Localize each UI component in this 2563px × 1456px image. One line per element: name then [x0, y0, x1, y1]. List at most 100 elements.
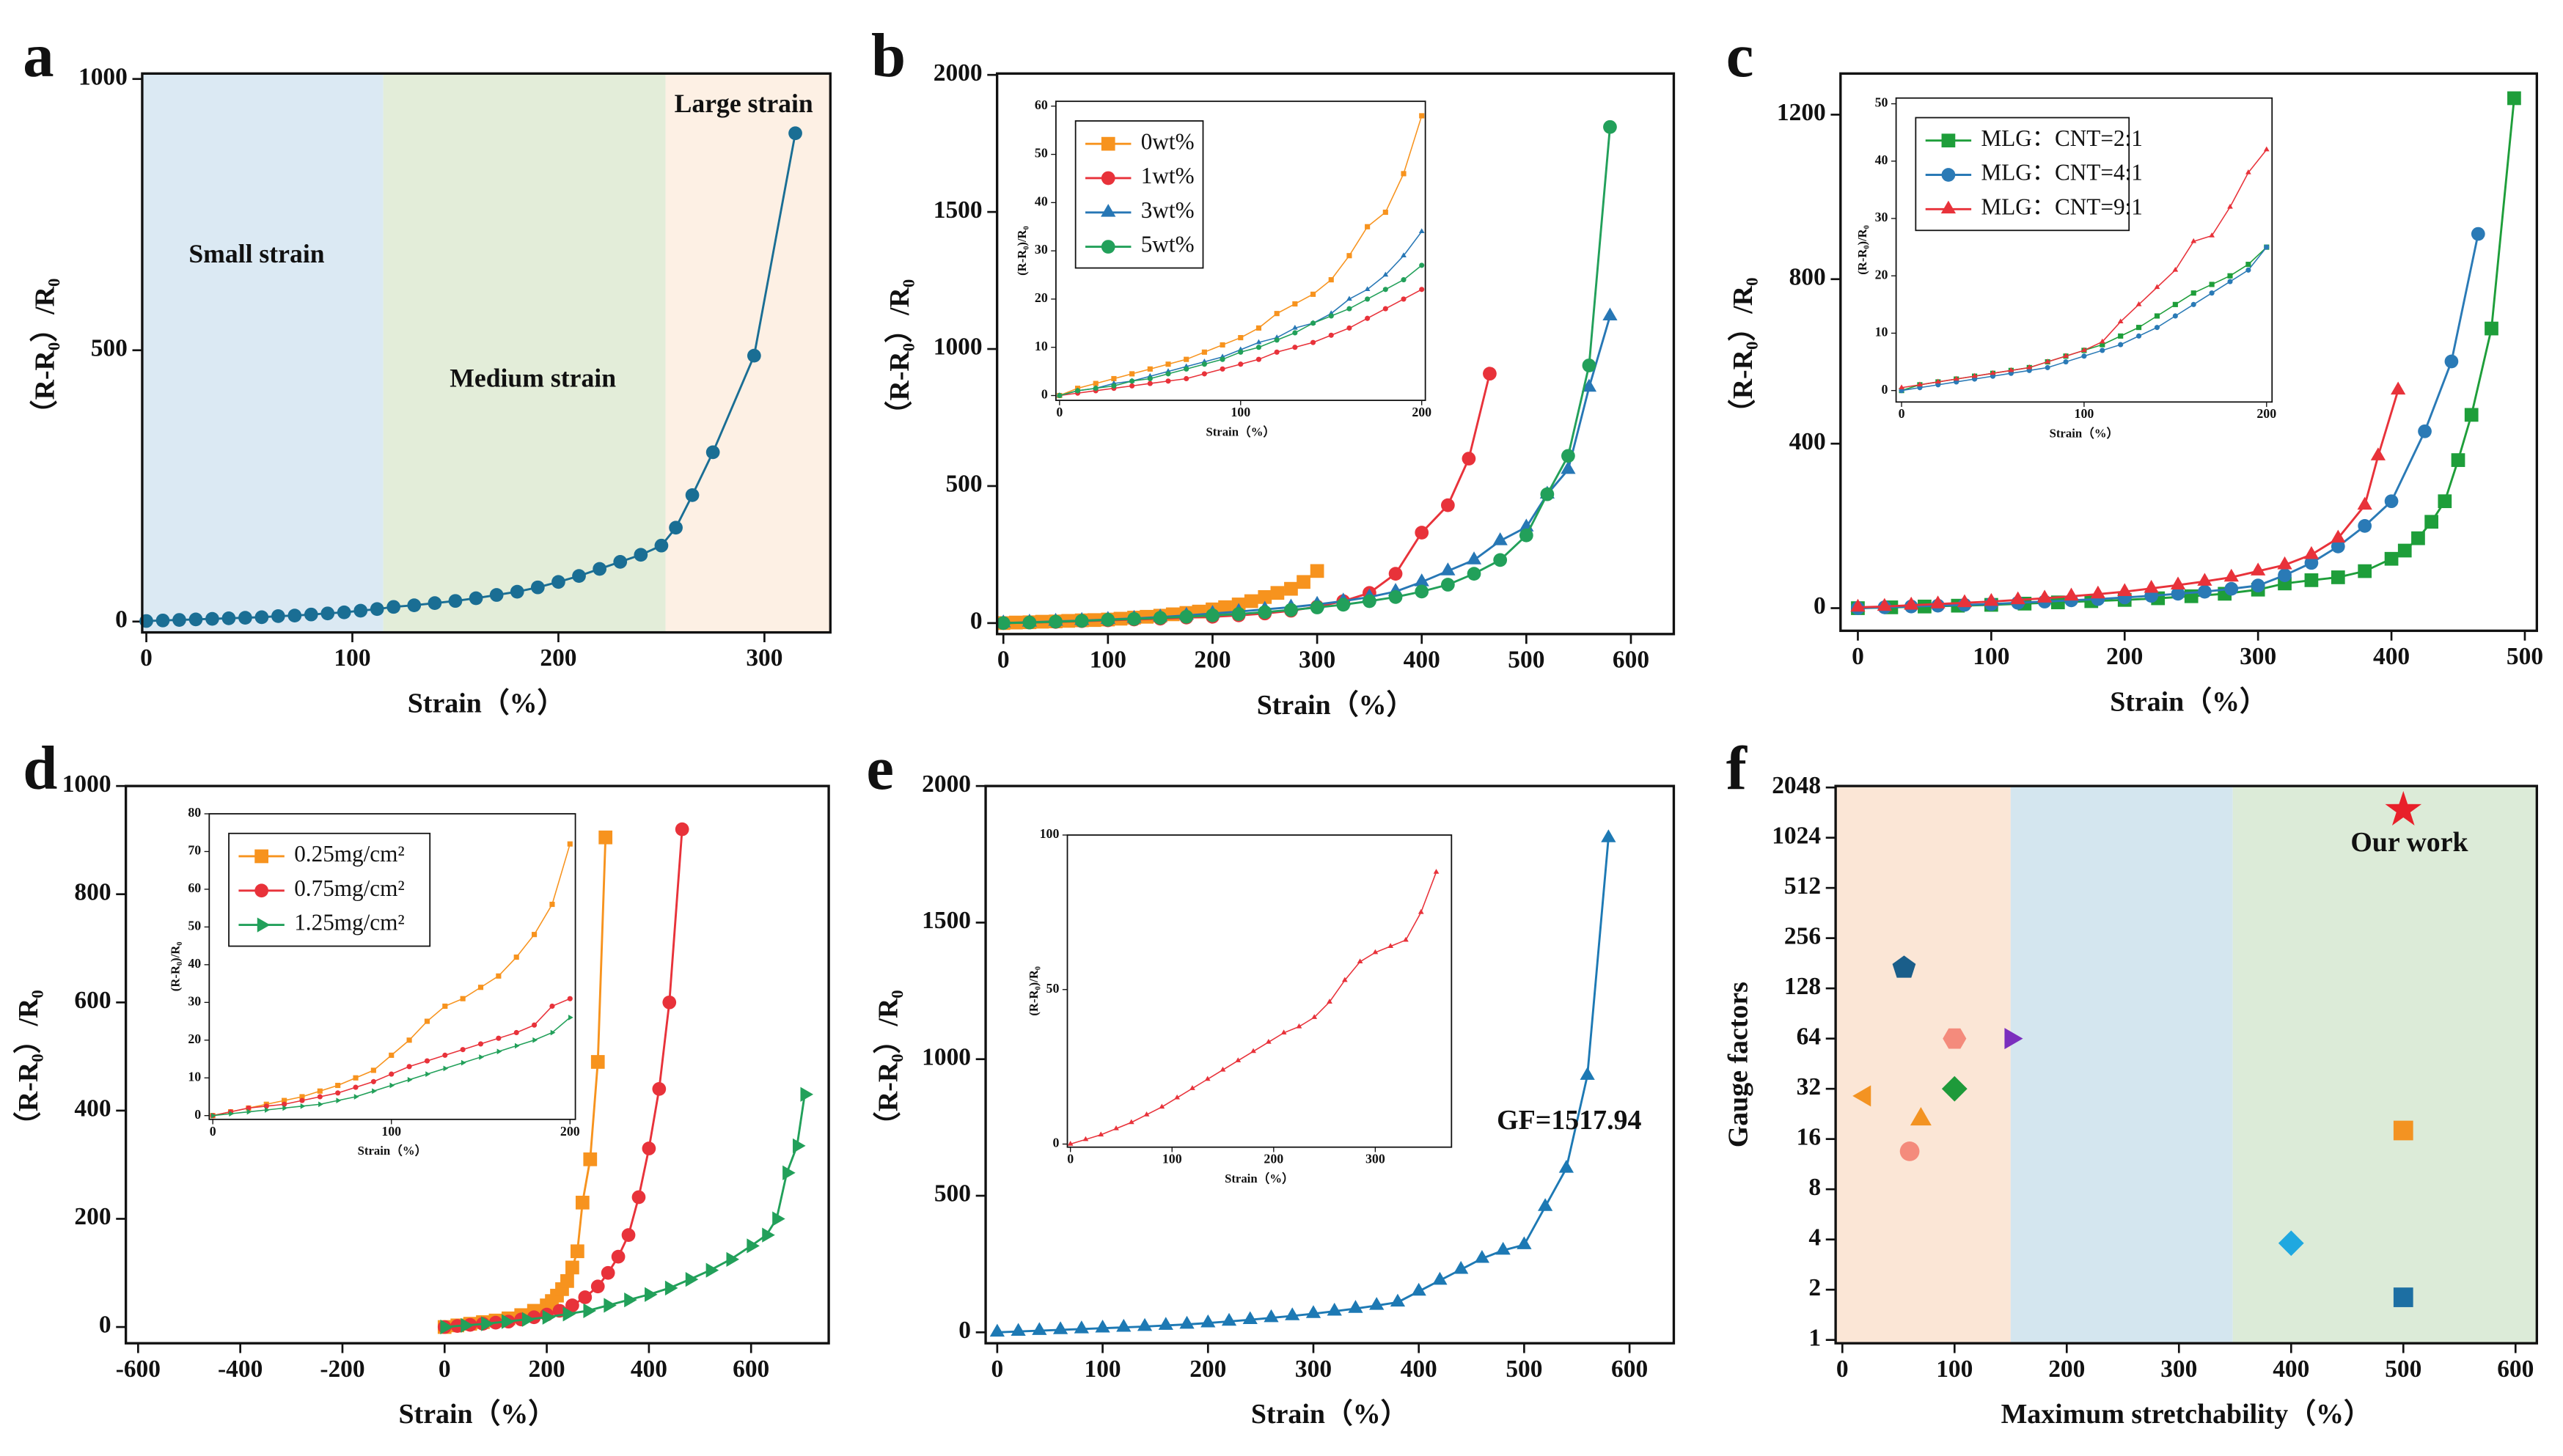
data-point — [188, 612, 203, 627]
data-point — [337, 605, 351, 619]
legend-box — [1074, 120, 1204, 269]
data-point — [1540, 487, 1555, 501]
data-point — [2331, 570, 2345, 584]
plot-frame — [141, 72, 832, 634]
y-tick-label: 30 — [1035, 242, 1048, 257]
data-point — [1441, 498, 1455, 512]
data-point — [2418, 424, 2432, 438]
x-tick-label: 200 — [1264, 1152, 1283, 1166]
data-point — [300, 1103, 306, 1109]
x-tick-label: 0 — [1836, 1356, 1849, 1383]
data-point — [1365, 296, 1371, 302]
data-point — [2358, 518, 2372, 533]
data-point — [2010, 591, 2025, 605]
data-point — [1419, 113, 1425, 119]
data-point — [1558, 1160, 1574, 1173]
y-tick-label: 1000 — [78, 63, 128, 90]
x-axis-label: Strain（%） — [1257, 690, 1415, 721]
y-axis-label: (R-R₀)/R₀ — [1855, 225, 1869, 275]
data-point — [335, 1090, 341, 1096]
y-axis-label: Gauge factors — [1723, 982, 1754, 1147]
data-point — [1935, 378, 1941, 384]
data-point — [1495, 1241, 1511, 1255]
data-point — [1311, 1014, 1318, 1019]
legend-marker — [1941, 168, 1956, 182]
data-point — [1910, 1107, 1932, 1126]
region — [1836, 786, 2011, 1344]
data-point — [496, 973, 502, 979]
data-point — [1348, 1300, 1363, 1313]
data-point — [1137, 1317, 1153, 1331]
data-point — [304, 607, 318, 622]
data-point — [2278, 568, 2292, 583]
data-point — [2172, 301, 2178, 307]
data-point — [2444, 354, 2459, 369]
data-point — [1101, 613, 1115, 627]
x-tick-label: 200 — [529, 1356, 565, 1383]
y-tick-label: 80 — [188, 805, 201, 820]
data-point — [1159, 1103, 1165, 1109]
data-point — [578, 1290, 593, 1304]
data-point — [406, 1037, 412, 1043]
data-point — [1238, 349, 1244, 355]
y-axis-label: （R-R₀）/R₀ — [1728, 278, 1759, 427]
y-tick-label: 0 — [1882, 382, 1888, 397]
y-tick-label: 4 — [1808, 1224, 1821, 1251]
data-point — [2385, 790, 2422, 826]
data-point — [1255, 325, 1262, 331]
y-tick-label: 32 — [1797, 1073, 1821, 1100]
data-point — [1258, 590, 1272, 604]
data-point — [1204, 1076, 1211, 1081]
data-point — [1387, 943, 1394, 948]
data-point — [2451, 453, 2465, 467]
data-point — [2384, 494, 2399, 509]
data-point — [654, 538, 669, 553]
data-point — [1984, 592, 1999, 606]
data-point — [550, 1029, 556, 1036]
data-point — [583, 1152, 598, 1166]
data-point — [2357, 496, 2372, 510]
y-tick-label: 20 — [188, 1032, 201, 1046]
data-point — [1095, 1320, 1110, 1333]
data-point — [1201, 371, 1207, 377]
data-point — [726, 1251, 740, 1267]
data-point — [424, 1058, 430, 1064]
data-point — [1292, 301, 1298, 307]
y-tick-label: 800 — [1789, 263, 1826, 290]
data-point — [2081, 347, 2087, 353]
data-point — [1264, 1309, 1279, 1323]
x-tick-label: 500 — [2507, 643, 2543, 670]
data-point — [461, 1059, 466, 1066]
data-point — [389, 1071, 395, 1077]
data-point — [1415, 584, 1429, 599]
data-point — [1147, 375, 1153, 382]
x-tick-label: 500 — [1506, 1356, 1542, 1383]
data-point — [747, 348, 761, 363]
legend-label: 5wt% — [1141, 232, 1195, 257]
x-tick-label: 0 — [997, 646, 1010, 673]
inset-frame — [1895, 97, 2273, 403]
data-point — [2136, 325, 2142, 331]
data-point — [1517, 1236, 1532, 1249]
region-label: Small strain — [188, 239, 324, 268]
data-point — [2304, 573, 2319, 587]
data-point — [407, 598, 422, 612]
data-point — [2397, 543, 2412, 558]
data-point — [1292, 345, 1298, 350]
data-point — [1011, 1323, 1026, 1336]
data-point — [1561, 460, 1576, 474]
data-point — [575, 1195, 590, 1210]
data-point — [1581, 378, 1597, 392]
y-tick-label: 40 — [1875, 152, 1888, 167]
y-tick-label: 50 — [1046, 981, 1060, 996]
data-point — [1917, 381, 1923, 387]
x-tick-label: 500 — [1508, 646, 1544, 673]
data-point — [1255, 339, 1262, 345]
data-point — [598, 830, 613, 845]
y-axis-label: (R-R₀)/R₀ — [169, 942, 183, 992]
data-point — [424, 1018, 430, 1024]
data-point — [2170, 576, 2186, 589]
data-point — [2471, 227, 2485, 241]
data-point — [1074, 614, 1089, 628]
legend-marker — [1101, 240, 1115, 254]
